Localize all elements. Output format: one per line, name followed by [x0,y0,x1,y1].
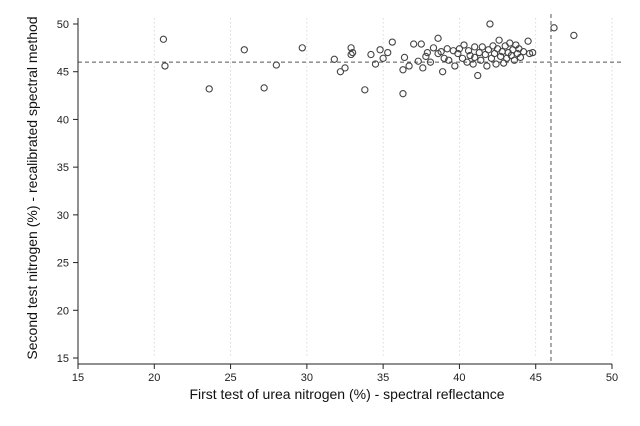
data-point [347,50,355,59]
data-point [529,48,537,57]
data-point [410,40,418,48]
data-point [550,24,558,32]
y-tick-label-45: 45 [57,67,69,79]
data-point [336,68,345,76]
x-tick-label-50: 50 [606,372,618,384]
data-point [489,42,497,50]
grid-layer [77,18,613,358]
data-point [405,62,413,70]
data-point [519,48,528,56]
data-point [483,62,491,70]
data-point [437,48,445,56]
axes: 15 20 25 30 35 40 45 50 15 20 25 30 35 40 45 50 [57,18,618,384]
data-point [341,64,349,72]
x-tick-label-40: 40 [453,372,465,384]
y-tick-label-35: 35 [57,162,69,174]
data-point [205,85,213,93]
data-point [348,48,357,57]
y-tick-label-20: 20 [57,305,69,317]
data-point [466,51,474,60]
data-point [525,49,534,58]
data-point [506,39,514,47]
data-point [414,57,422,65]
data-point [422,52,430,61]
data-point [388,38,396,46]
data-point [495,36,503,44]
data-point [429,44,438,52]
data-point [454,49,462,58]
data-point [443,45,451,53]
data-point [469,60,477,68]
data-point [426,58,435,66]
data-point [471,43,479,51]
data-point [516,53,525,62]
data-point [510,56,519,64]
data-point [492,60,500,68]
data-point [493,45,502,53]
data-point [423,48,432,57]
data-point [449,47,457,55]
reference-lines [78,14,622,364]
data-point [371,60,380,68]
data-point [455,45,464,53]
data-point [399,66,407,74]
y-axis-title: Second test nitrogen (%) - recalibrated … [24,16,40,359]
x-tick-label-30: 30 [301,372,313,384]
data-point [460,41,468,49]
data-point [458,54,467,63]
data-point [486,20,494,28]
y-tick-label-15: 15 [57,353,69,365]
data-point [298,44,306,52]
data-points [159,20,578,98]
data-point [445,56,453,64]
data-point [475,48,483,57]
data-point [161,62,169,70]
data-point [379,54,387,63]
data-point [400,53,409,62]
data-point [272,61,280,69]
data-point [570,31,578,40]
data-point [367,50,375,59]
data-point [417,40,425,48]
data-point [434,34,442,42]
data-point [524,37,532,45]
x-tick-label-45: 45 [530,372,542,384]
x-tick-label-35: 35 [377,372,389,384]
data-point [419,64,427,72]
data-point [451,62,459,70]
y-tick-label-30: 30 [57,210,69,222]
x-tick-label-15: 15 [72,372,84,384]
data-point [384,48,392,57]
data-point [474,71,482,80]
data-point [361,86,369,94]
x-tick-label-20: 20 [148,372,160,384]
data-point [477,56,485,64]
data-point [376,46,384,54]
data-point [501,42,509,50]
x-axis-title: First test of urea nitrogen (%) - spectr… [189,386,504,402]
x-tick-label-25: 25 [224,372,236,384]
data-point [159,35,168,43]
data-point [240,46,248,54]
data-point [478,43,486,51]
data-point [440,54,448,63]
data-point [330,55,338,63]
data-point [399,90,407,98]
data-point [438,68,447,76]
y-tick-label-50: 50 [57,19,69,31]
data-point [484,46,493,54]
data-point [471,53,479,62]
y-tick-label-25: 25 [57,258,69,270]
y-tick-label-40: 40 [57,114,69,126]
data-point [260,84,268,92]
data-point [464,47,473,55]
